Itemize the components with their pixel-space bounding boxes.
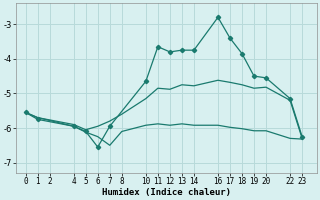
X-axis label: Humidex (Indice chaleur): Humidex (Indice chaleur) <box>102 188 231 197</box>
